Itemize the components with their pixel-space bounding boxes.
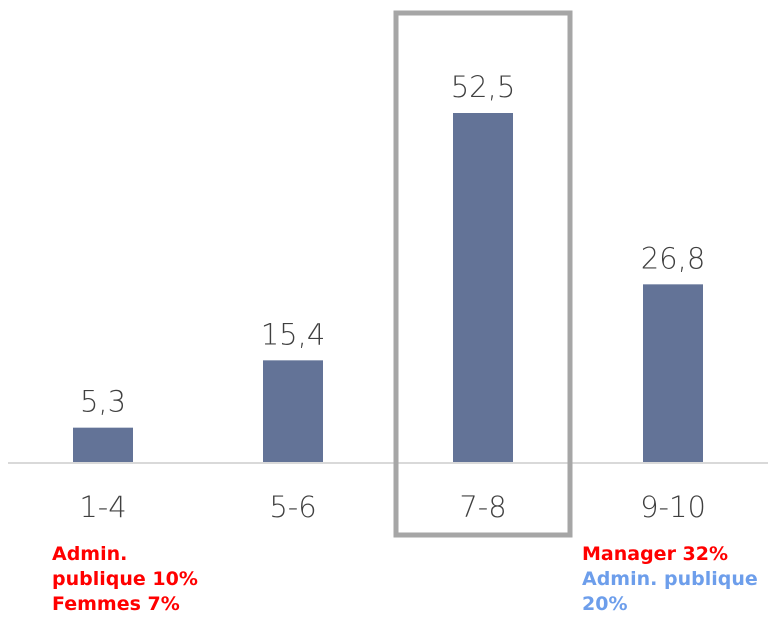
note-right-line-3: 20% (582, 593, 628, 615)
value-label-7-8: 52,5 (451, 70, 516, 104)
highlight-box-7-8 (393, 10, 573, 538)
bar-5-6 (263, 360, 323, 463)
note-left-line-1: Admin. (52, 543, 128, 565)
value-label-5-6: 15,4 (261, 317, 326, 351)
note-left: Admin. publique 10% Femmes 7% (52, 542, 252, 617)
note-right-line-1: Manager 32% (582, 543, 729, 565)
x-tick-label-7-8: 7-8 (459, 490, 506, 524)
note-right: Manager 32% Admin. publique 20% (582, 542, 776, 617)
value-label-1-4: 5,3 (80, 385, 126, 419)
x-tick-label-1-4: 1-4 (79, 490, 126, 524)
note-right-line-2: Admin. publique (582, 568, 758, 590)
value-labels-group: 5,3 15,4 52,5 26,8 (80, 70, 705, 419)
x-tick-label-9-10: 9-10 (640, 490, 706, 524)
note-left-line-2: publique 10% (52, 568, 198, 590)
bar-9-10 (643, 284, 703, 463)
bars-group (73, 113, 703, 463)
bar-7-8 (453, 113, 513, 463)
note-left-line-3: Femmes 7% (52, 593, 180, 615)
value-label-9-10: 26,8 (641, 241, 706, 275)
x-tick-labels-group: 1-4 5-6 7-8 9-10 (79, 490, 706, 524)
x-tick-label-5-6: 5-6 (269, 490, 316, 524)
bar-1-4 (73, 427, 133, 463)
